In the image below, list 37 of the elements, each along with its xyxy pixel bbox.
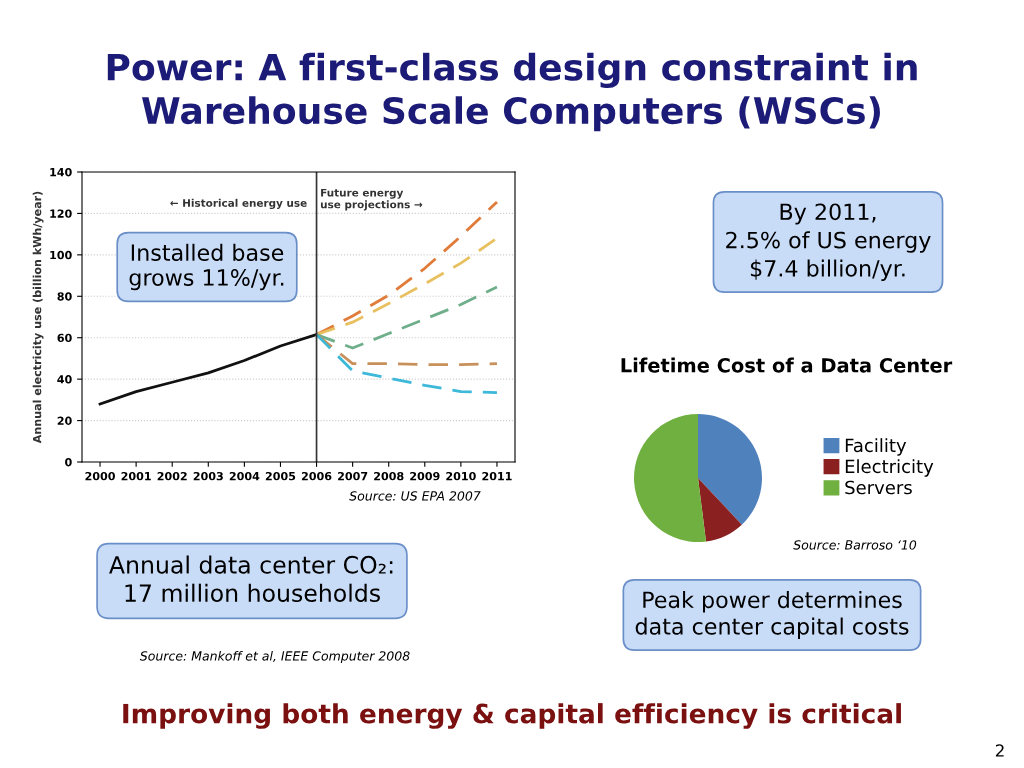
annotation: Future energy use projections →: [320, 188, 423, 211]
y-tick-label: 140: [50, 167, 72, 177]
legend-label: Electricity: [845, 459, 934, 477]
text: 2: [995, 744, 1004, 757]
source-note: Source: Barroso ‘10: [793, 540, 917, 550]
x-tick-label: 2005: [265, 471, 296, 481]
x-tick-label: 2002: [157, 471, 187, 481]
y-axis-title: Annual electricity use (billion kWh/year): [32, 191, 44, 444]
y-tick-label: 40: [57, 375, 72, 384]
x-tick-label: 2007: [338, 471, 368, 481]
text: Improving both energy & capital efficiency is critical: [123, 703, 901, 729]
source-note: Source: Mankoff et al, IEEE Computer 2008: [139, 650, 410, 664]
text: By 2011, 2.5% of US energy $7.4 billion/yr.: [726, 203, 931, 282]
text: Annual data center CO₂: 17 million households: [109, 555, 393, 602]
annotation: ← Historical energy use: [170, 198, 307, 209]
y-tick-label: 100: [50, 250, 72, 260]
x-tick-label: 2008: [374, 471, 404, 481]
chart-title: Lifetime Cost of a Data Center: [621, 357, 953, 373]
x-tick-label: 2003: [193, 471, 223, 481]
chart-title: Power: A first-class design constraint in Warehouse Scale Computers (WSCs): [107, 52, 917, 132]
source-note: Source: US EPA 2007: [349, 491, 481, 501]
text: Peak power determines data center capital costs: [635, 590, 909, 640]
legend-label: Servers: [845, 480, 912, 495]
x-tick-label: 2010: [446, 471, 476, 481]
x-tick-label: 2004: [229, 471, 260, 481]
x-tick-label: 2011: [482, 471, 512, 481]
y-tick-label: 80: [57, 292, 72, 301]
x-tick-label: 2009: [410, 471, 440, 481]
legend-label: Facility: [845, 438, 907, 456]
y-tick-label: 120: [50, 209, 72, 218]
annotation: Installed base grows 11%/yr.: [129, 243, 284, 291]
y-tick-label: 60: [57, 333, 72, 343]
x-tick-label: 2000: [85, 471, 115, 481]
x-tick-label: 2001: [121, 471, 151, 481]
y-tick-label: 20: [57, 416, 72, 425]
y-tick-label: 0: [65, 457, 72, 467]
x-tick-label: 2006: [301, 471, 332, 481]
